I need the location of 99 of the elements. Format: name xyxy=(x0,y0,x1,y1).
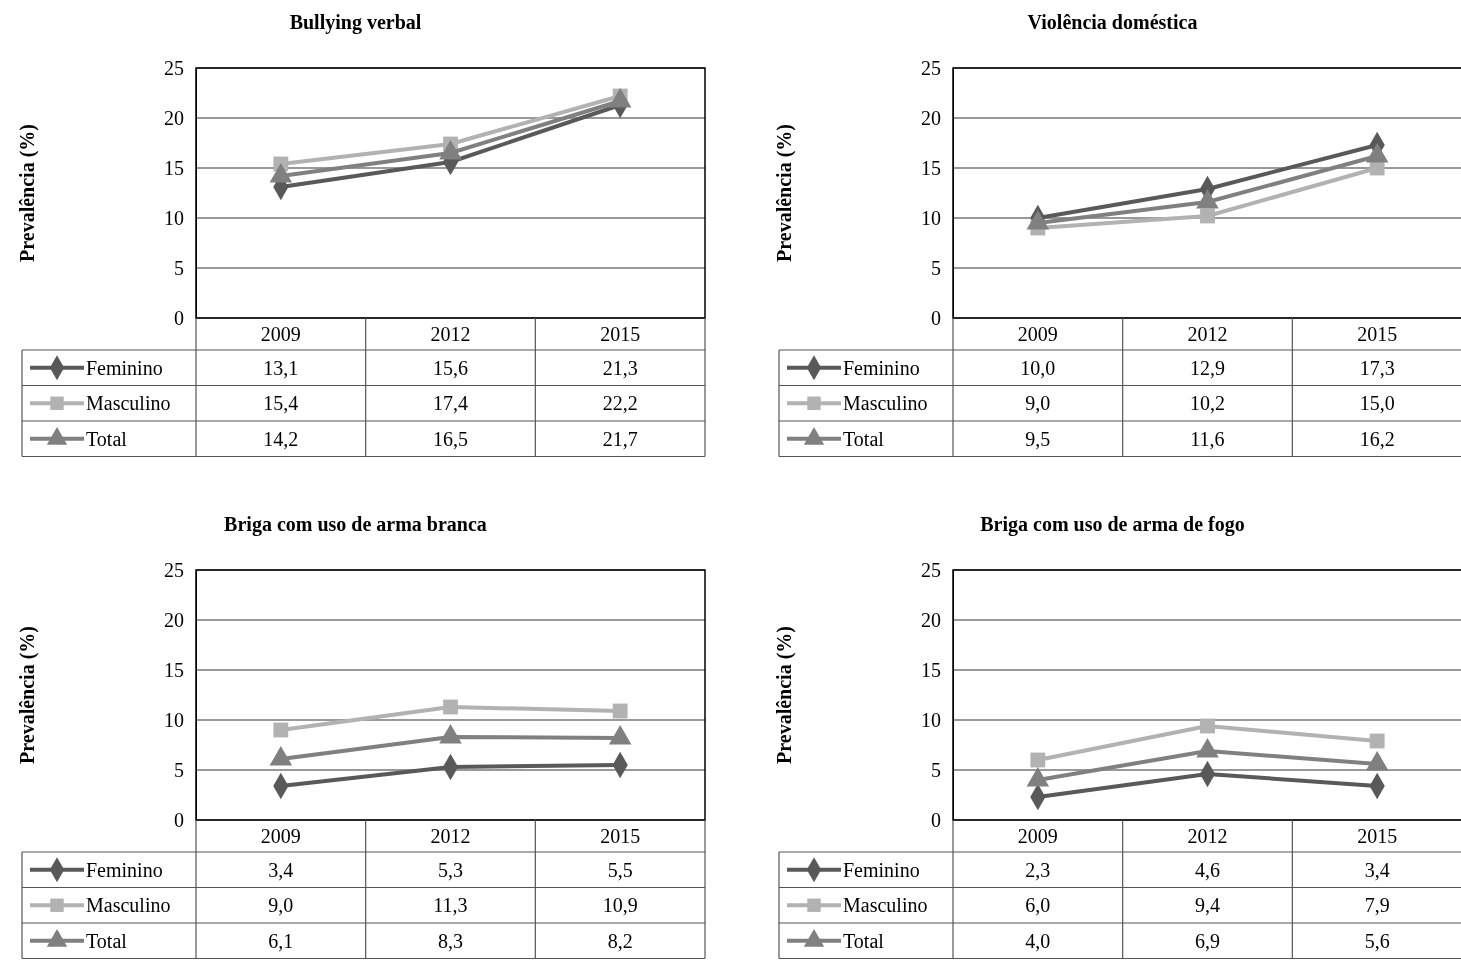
x-tick-label: 2015 xyxy=(1357,825,1398,847)
legend-label: Masculino xyxy=(86,894,171,917)
y-tick-label: 5 xyxy=(174,758,184,781)
y-tick-label: 15 xyxy=(921,658,941,681)
data-label: 15,4 xyxy=(263,392,299,415)
x-tick-label: 2015 xyxy=(600,323,641,345)
data-label: 21,3 xyxy=(602,356,638,379)
legend-label: Total xyxy=(86,929,128,952)
chart-title: Bullying verbal xyxy=(289,11,422,34)
x-tick-label: 2012 xyxy=(430,323,471,345)
data-label: 10,0 xyxy=(1020,356,1056,379)
x-tick-label: 2015 xyxy=(600,825,641,847)
point xyxy=(1030,752,1046,768)
data-label: 22,2 xyxy=(602,392,638,415)
data-label: 17,3 xyxy=(1359,356,1395,379)
legend-label: Total xyxy=(843,427,885,450)
data-label: 9,5 xyxy=(1025,427,1051,450)
y-tick-label: 0 xyxy=(931,808,941,831)
data-label: 9,0 xyxy=(1025,392,1051,415)
data-label: 5,3 xyxy=(438,858,463,881)
data-label: 15,6 xyxy=(433,356,468,379)
data-label: 15,0 xyxy=(1359,392,1395,415)
data-label: 21,7 xyxy=(602,427,638,450)
y-tick-label: 5 xyxy=(931,256,941,279)
y-tick-label: 10 xyxy=(921,708,941,731)
y-tick-label: 15 xyxy=(164,156,184,179)
data-label: 9,4 xyxy=(1195,894,1220,917)
y-tick-label: 20 xyxy=(921,608,941,631)
y-tick-label: 25 xyxy=(164,558,184,581)
data-label: 10,9 xyxy=(602,894,638,917)
y-tick-label: 5 xyxy=(931,758,941,781)
legend-label: Total xyxy=(86,427,128,450)
data-label: 14,2 xyxy=(263,427,299,450)
data-label: 16,2 xyxy=(1359,427,1395,450)
y-tick-label: 20 xyxy=(164,106,184,129)
data-label: 4,6 xyxy=(1195,858,1220,881)
data-label: 2,3 xyxy=(1025,858,1051,881)
point xyxy=(443,699,458,715)
data-label: 6,0 xyxy=(1025,894,1051,917)
data-label: 17,4 xyxy=(433,392,468,415)
chart-title: Violência doméstica xyxy=(1027,11,1198,33)
y-tick-label: 10 xyxy=(164,206,184,229)
y-axis-title: Prevalência (%) xyxy=(773,626,796,764)
point xyxy=(1369,733,1385,749)
x-tick-label: 2012 xyxy=(1187,825,1228,847)
data-label: 13,1 xyxy=(263,356,299,379)
data-label: 11,6 xyxy=(1190,427,1225,450)
x-tick-label: 2009 xyxy=(1017,825,1058,847)
legend-label: Feminino xyxy=(843,356,920,379)
data-label: 5,6 xyxy=(1364,929,1390,952)
data-label: 4,0 xyxy=(1025,929,1051,952)
data-label: 16,5 xyxy=(433,427,468,450)
y-tick-label: 20 xyxy=(921,106,941,129)
legend-label: Feminino xyxy=(86,356,163,379)
data-label: 5,5 xyxy=(607,858,633,881)
data-label: 12,9 xyxy=(1190,356,1225,379)
data-label: 7,9 xyxy=(1364,894,1390,917)
data-label: 11,3 xyxy=(433,894,468,917)
y-tick-label: 10 xyxy=(921,206,941,229)
y-axis-title: Prevalência (%) xyxy=(773,124,796,262)
x-tick-label: 2012 xyxy=(1187,323,1228,345)
point xyxy=(1200,208,1215,224)
chart-title: Briga com uso de arma de fogo xyxy=(980,513,1245,536)
data-label: 3,4 xyxy=(1364,858,1390,881)
y-tick-label: 25 xyxy=(921,558,941,581)
legend-label: Masculino xyxy=(86,392,171,415)
x-tick-label: 2009 xyxy=(260,825,301,847)
y-tick-label: 10 xyxy=(164,708,184,731)
legend-label: Masculino xyxy=(843,392,928,415)
data-label: 8,2 xyxy=(607,929,633,952)
point xyxy=(273,722,289,738)
legend-label: Feminino xyxy=(843,858,920,881)
y-tick-label: 25 xyxy=(921,56,941,79)
y-axis-title: Prevalência (%) xyxy=(16,124,39,262)
y-tick-label: 0 xyxy=(931,306,941,329)
legend-label: Feminino xyxy=(86,858,163,881)
y-tick-label: 0 xyxy=(174,808,184,831)
y-tick-label: 15 xyxy=(164,658,184,681)
y-tick-label: 0 xyxy=(174,306,184,329)
chart-title: Briga com uso de arma branca xyxy=(224,513,487,536)
point xyxy=(1200,718,1215,734)
y-tick-label: 20 xyxy=(164,608,184,631)
y-axis-title: Prevalência (%) xyxy=(16,626,39,764)
data-label: 3,4 xyxy=(268,858,294,881)
data-label: 8,3 xyxy=(438,929,463,952)
legend-label: Masculino xyxy=(843,894,928,917)
data-label: 6,1 xyxy=(268,929,294,952)
data-label: 10,2 xyxy=(1190,392,1225,415)
x-tick-label: 2009 xyxy=(1017,323,1058,345)
data-label: 6,9 xyxy=(1195,929,1220,952)
y-tick-label: 25 xyxy=(164,56,184,79)
point xyxy=(612,703,628,719)
y-tick-label: 5 xyxy=(174,256,184,279)
x-tick-label: 2009 xyxy=(260,323,301,345)
y-tick-label: 15 xyxy=(921,156,941,179)
legend-label: Total xyxy=(843,929,885,952)
data-label: 9,0 xyxy=(268,894,294,917)
x-tick-label: 2015 xyxy=(1357,323,1398,345)
x-tick-label: 2012 xyxy=(430,825,471,847)
